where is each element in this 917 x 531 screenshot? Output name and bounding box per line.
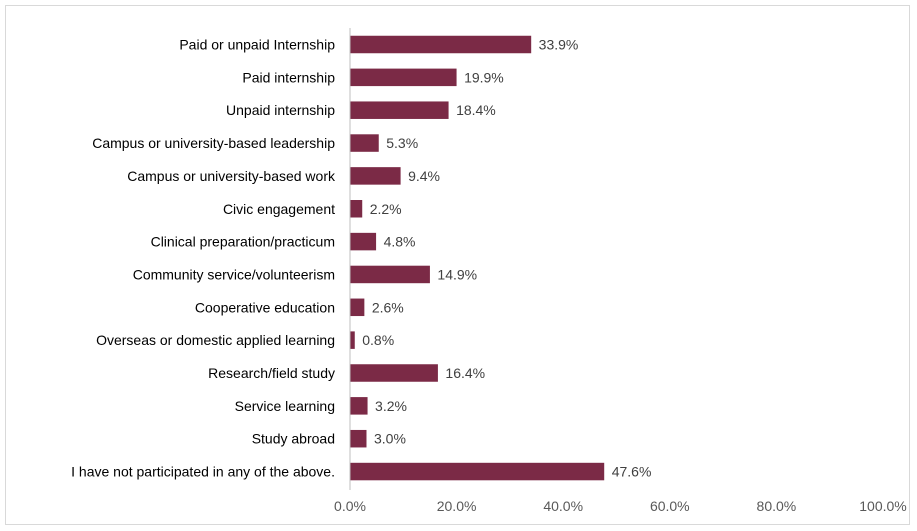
bar: [350, 134, 379, 152]
bar: [350, 397, 368, 415]
value-label: 19.9%: [464, 69, 504, 85]
bar: [350, 167, 401, 185]
bar: [350, 364, 438, 382]
x-tick-label: 80.0%: [757, 498, 797, 514]
bar: [350, 232, 377, 251]
x-tick-labels-group: 0.0% 20.0% 40.0% 60.0% 80.0% 100.0%: [334, 498, 907, 514]
value-label: 2.2%: [370, 201, 402, 217]
category-label: Civic engagement: [223, 201, 335, 217]
category-label: Campus or university-based work: [127, 168, 336, 184]
value-label: 9.4%: [408, 168, 440, 184]
x-tick-label: 40.0%: [543, 498, 583, 514]
x-tick-label: 0.0%: [334, 498, 366, 514]
bar: [350, 101, 449, 119]
value-label: 3.2%: [375, 398, 407, 414]
category-label: Paid or unpaid Internship: [179, 37, 335, 53]
x-tick-label: 100.0%: [859, 498, 906, 514]
category-label: Campus or university-based leadership: [92, 135, 335, 151]
value-labels-group: 33.9% 19.9% 18.4% 5.3% 9.4% 2.2% 4.8% 14.9% 2.6%…: [362, 37, 651, 480]
value-label: 14.9%: [437, 266, 477, 282]
value-label: 2.6%: [372, 299, 404, 315]
value-label: 3.0%: [374, 431, 406, 447]
x-tick-label: 20.0%: [437, 498, 477, 514]
category-label: Study abroad: [252, 431, 335, 447]
bar: [350, 462, 605, 481]
bar: [350, 429, 367, 448]
category-label: Paid internship: [242, 69, 335, 85]
category-label: Research/field study: [208, 365, 335, 381]
category-label: Clinical preparation/practicum: [151, 234, 335, 250]
x-tick-label: 60.0%: [650, 498, 690, 514]
bar: [350, 200, 363, 218]
category-labels-group: Paid or unpaid Internship Paid internship…: [71, 37, 336, 480]
category-label: Overseas or domestic applied learning: [96, 332, 335, 348]
value-label: 47.6%: [612, 464, 652, 480]
bar: [350, 68, 457, 87]
category-label: Unpaid internship: [226, 102, 335, 118]
category-label: Community service/volunteerism: [133, 266, 335, 282]
category-label: Cooperative education: [195, 299, 335, 315]
chart-frame: [5, 5, 910, 525]
value-label: 0.8%: [362, 332, 394, 348]
bar: [350, 298, 365, 317]
category-label: Service learning: [235, 398, 335, 414]
value-label: 4.8%: [384, 234, 416, 250]
bar: [350, 35, 532, 54]
category-label: I have not participated in any of the ab…: [71, 464, 335, 480]
value-label: 33.9%: [539, 37, 579, 53]
value-label: 5.3%: [386, 135, 418, 151]
value-label: 16.4%: [445, 365, 485, 381]
value-label: 18.4%: [456, 102, 496, 118]
bar: [350, 265, 430, 284]
bars-group: [350, 35, 605, 481]
bar: [350, 331, 355, 349]
